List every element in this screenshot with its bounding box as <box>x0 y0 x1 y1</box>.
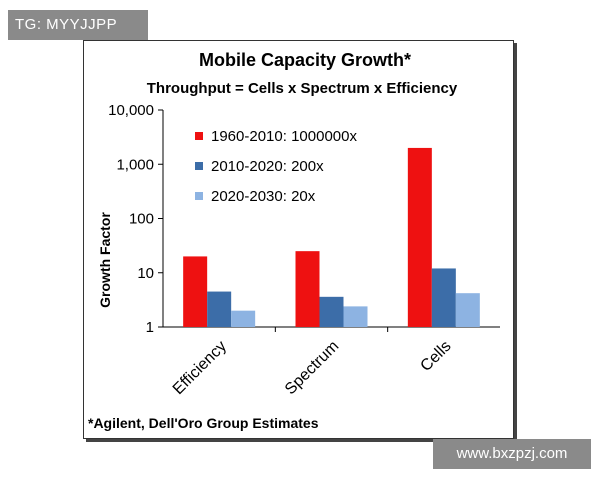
chart-subtitle: Throughput = Cells x Spectrum x Efficien… <box>147 80 458 97</box>
x-tick-label: Efficiency <box>170 338 230 398</box>
bar <box>343 306 368 327</box>
x-tick-label: Spectrum <box>282 338 342 398</box>
legend-label: 2020-2030: 20x <box>211 188 316 205</box>
legend-swatch <box>195 132 203 140</box>
bar <box>431 268 456 327</box>
y-tick-label: 10 <box>137 265 154 282</box>
bar <box>183 256 208 327</box>
watermark-bottom: www.bxzpzj.com <box>433 439 591 469</box>
watermark-top: TG: MYYJJPP <box>8 10 148 40</box>
chart-title: Mobile Capacity Growth* <box>199 50 411 70</box>
y-tick-label: 1,000 <box>116 156 154 173</box>
legend-label: 1960-2010: 1000000x <box>211 128 357 145</box>
x-tick-label: Cells <box>417 338 454 375</box>
chart-frame <box>83 40 514 439</box>
bar <box>207 291 232 327</box>
bar <box>319 296 344 327</box>
plot-area: 1 10 100 1,000 10,000 Efficiency Spectrum Cells… <box>108 102 500 398</box>
legend-swatch <box>195 162 203 170</box>
legend-label: 2010-2020: 200x <box>211 158 324 175</box>
bar <box>231 310 256 327</box>
y-tick-label: 10,000 <box>108 102 154 119</box>
y-axis-label: Growth Factor <box>97 212 113 308</box>
footnote: *Agilent, Dell'Oro Group Estimates <box>88 415 319 431</box>
y-tick-label: 100 <box>129 211 154 228</box>
legend-swatch <box>195 192 203 200</box>
bar <box>295 251 320 327</box>
bar <box>407 147 432 327</box>
y-tick-label: 1 <box>146 319 154 336</box>
bar <box>455 293 480 327</box>
